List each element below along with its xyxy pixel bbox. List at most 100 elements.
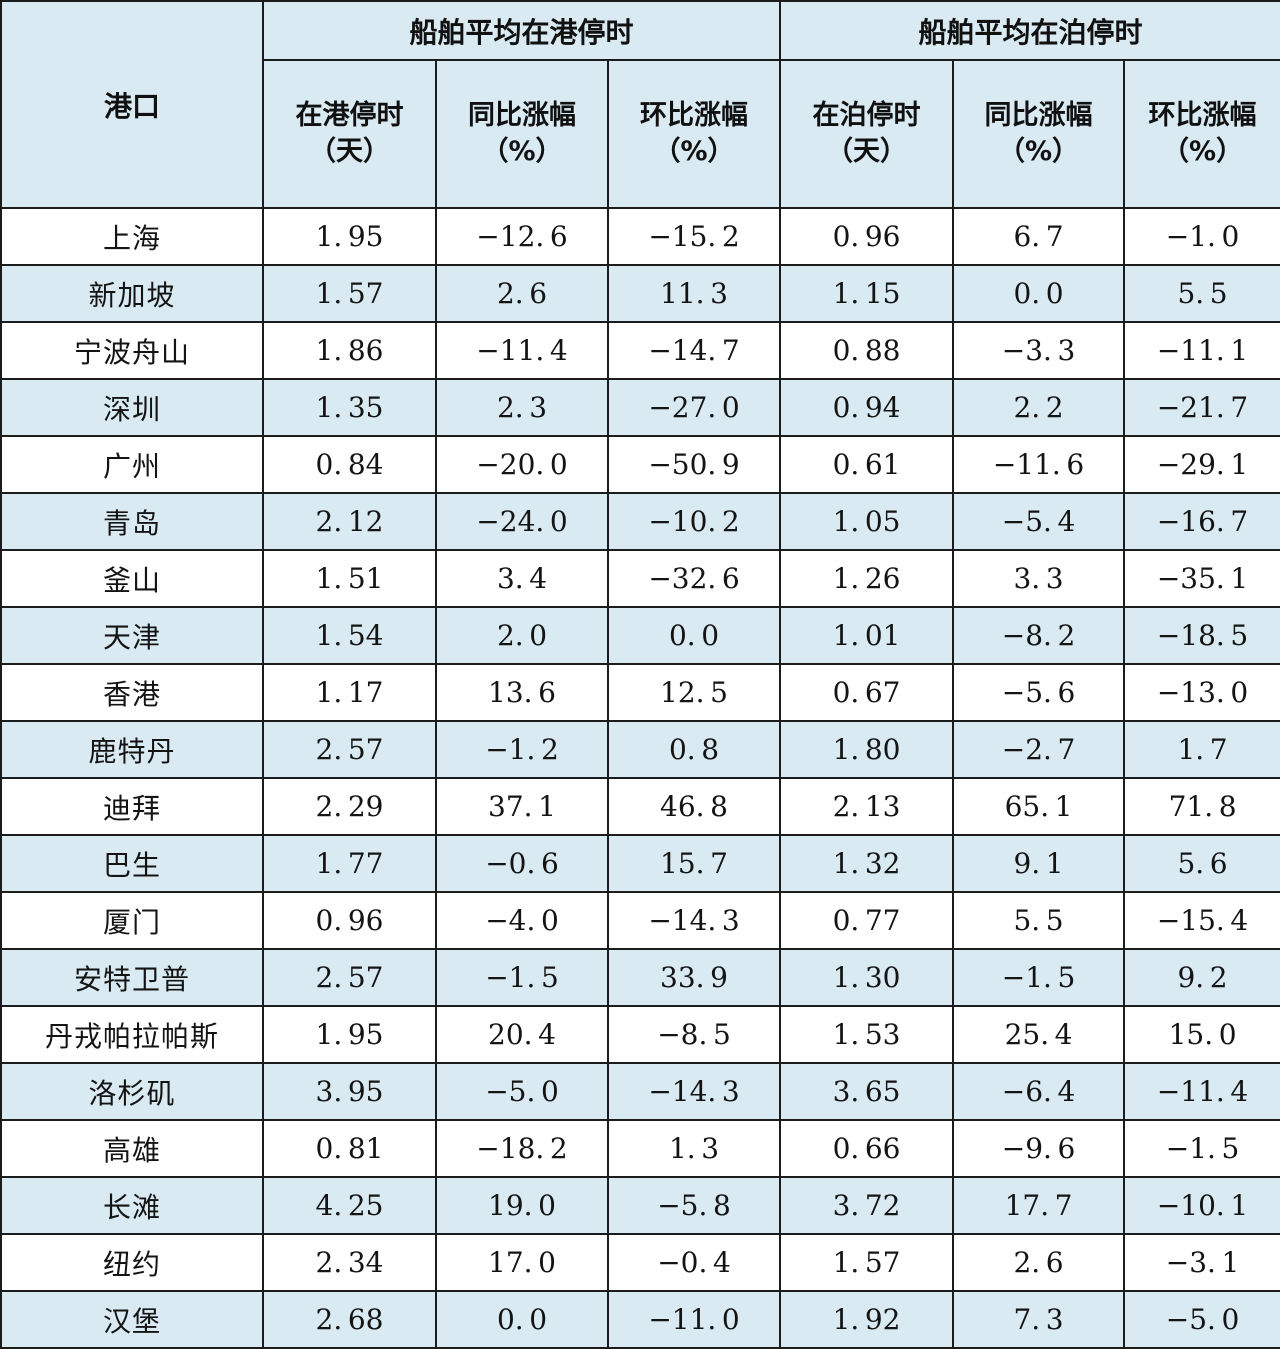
value-cell: −1. 5	[1123, 1119, 1280, 1178]
value-cell: 17. 0	[435, 1233, 609, 1292]
sub-header-line2: （%）	[1162, 136, 1244, 167]
value-cell: 1. 7	[1123, 720, 1280, 779]
port-name-cell: 厦门	[0, 891, 264, 950]
value-cell: 1. 53	[779, 1005, 955, 1064]
port-name-cell: 长滩	[0, 1176, 264, 1235]
value-cell: 2. 68	[262, 1290, 437, 1349]
port-name-cell: 深圳	[0, 378, 264, 437]
table-row: 安特卫普 2. 57 −1. 5 33. 9 1. 30 −1. 5 9. 2	[0, 948, 1280, 1007]
value-cell: −14. 7	[606, 321, 782, 380]
port-name-cell: 天津	[0, 606, 264, 665]
value-cell: 71. 8	[1123, 777, 1280, 836]
table-row: 釜山 1. 51 3. 4 −32. 6 1. 26 3. 3 −35. 1	[0, 549, 1280, 608]
port-name-cell: 高雄	[0, 1119, 264, 1178]
value-cell: 0. 8	[606, 720, 782, 779]
value-cell: 2. 2	[952, 378, 1126, 437]
value-cell: 46. 8	[606, 777, 782, 836]
value-cell: −6. 4	[952, 1062, 1126, 1121]
value-cell: 5. 6	[1123, 834, 1280, 893]
value-cell: −0. 6	[435, 834, 609, 893]
value-cell: 3. 72	[779, 1176, 955, 1235]
table-row: 迪拜 2. 29 37. 1 46. 8 2. 13 65. 1 71. 8	[0, 777, 1280, 836]
value-cell: −11. 4	[435, 321, 609, 380]
value-cell: 12. 5	[606, 663, 782, 722]
value-cell: −1. 5	[952, 948, 1126, 1007]
value-cell: 1. 51	[262, 549, 437, 608]
port-name-cell: 釜山	[0, 549, 264, 608]
port-name-cell: 上海	[0, 207, 264, 266]
table-row: 巴生 1. 77 −0. 6 15. 7 1. 32 9. 1 5. 6	[0, 834, 1280, 893]
value-cell: 2. 6	[952, 1233, 1126, 1292]
value-cell: 0. 0	[435, 1290, 609, 1349]
value-cell: −5. 0	[435, 1062, 609, 1121]
value-cell: 1. 80	[779, 720, 955, 779]
value-cell: −21. 7	[1123, 378, 1280, 437]
value-cell: 2. 57	[262, 948, 437, 1007]
value-cell: 11. 3	[606, 264, 782, 323]
value-cell: 1. 57	[779, 1233, 955, 1292]
value-cell: 1. 3	[606, 1119, 782, 1178]
value-cell: 2. 29	[262, 777, 437, 836]
sub-header-line1: 同比涨幅	[984, 99, 1093, 131]
sub-header-line2: （天）	[309, 136, 390, 167]
value-cell: −18. 5	[1123, 606, 1280, 665]
sub-header-line1: 同比涨幅	[468, 99, 576, 131]
sub-header-at-berth-yoy: 同比涨幅 （%）	[952, 59, 1126, 209]
value-cell: 65. 1	[952, 777, 1126, 836]
value-cell: −14. 3	[606, 1062, 782, 1121]
value-cell: −4. 0	[435, 891, 609, 950]
table-row: 青岛 2. 12 −24. 0 −10. 2 1. 05 −5. 4 −16. 7	[0, 492, 1280, 551]
value-cell: 0. 61	[779, 435, 955, 494]
value-cell: 3. 65	[779, 1062, 955, 1121]
value-cell: 5. 5	[952, 891, 1126, 950]
value-cell: −11. 0	[606, 1290, 782, 1349]
table-row: 天津 1. 54 2. 0 0. 0 1. 01 −8. 2 −18. 5	[0, 606, 1280, 665]
table-row: 新加坡 1. 57 2. 6 11. 3 1. 15 0. 0 5. 5	[0, 264, 1280, 323]
value-cell: −24. 0	[435, 492, 609, 551]
value-cell: 2. 57	[262, 720, 437, 779]
sub-header-line2: （天）	[826, 136, 908, 167]
port-name-cell: 广州	[0, 435, 264, 494]
value-cell: 0. 88	[779, 321, 955, 380]
value-cell: −2. 7	[952, 720, 1126, 779]
value-cell: −1. 2	[435, 720, 609, 779]
value-cell: −5. 4	[952, 492, 1126, 551]
value-cell: −5. 6	[952, 663, 1126, 722]
sub-header-line1: 在泊停时	[812, 99, 921, 131]
sub-header-line1: 环比涨幅	[640, 99, 749, 131]
value-cell: −15. 2	[606, 207, 782, 266]
value-cell: 1. 32	[779, 834, 955, 893]
value-cell: 37. 1	[435, 777, 609, 836]
table-body: 上海 1. 95 −12. 6 −15. 2 0. 96 6. 7 −1. 0 新加坡 1. 5…	[0, 207, 1280, 1349]
value-cell: 1. 01	[779, 606, 955, 665]
port-name-cell: 香港	[0, 663, 264, 722]
sub-header-in-port-days: 在港停时 （天）	[262, 59, 437, 209]
sub-header-line2: （%）	[998, 136, 1080, 167]
port-name-cell: 安特卫普	[0, 948, 264, 1007]
value-cell: 1. 05	[779, 492, 955, 551]
value-cell: 1. 17	[262, 663, 437, 722]
group-header-avg-time-in-port: 船舶平均在港停时	[261, 0, 782, 61]
value-cell: −1. 0	[1123, 207, 1280, 266]
value-cell: 0. 77	[779, 891, 955, 950]
value-cell: −9. 6	[952, 1119, 1126, 1178]
port-name-cell: 洛杉矶	[0, 1062, 264, 1121]
sub-header-in-port-mom: 环比涨幅 （%）	[606, 59, 782, 209]
value-cell: 1. 35	[262, 378, 437, 437]
port-name-cell: 迪拜	[0, 777, 264, 836]
value-cell: −18. 2	[435, 1119, 609, 1178]
value-cell: 1. 30	[779, 948, 955, 1007]
value-cell: −3. 1	[1123, 1233, 1280, 1292]
value-cell: 25. 4	[952, 1005, 1126, 1064]
sub-header-at-berth-mom: 环比涨幅 （%）	[1123, 59, 1280, 209]
value-cell: 6. 7	[952, 207, 1126, 266]
value-cell: −35. 1	[1123, 549, 1280, 608]
value-cell: 13. 6	[435, 663, 609, 722]
table-row: 广州 0. 84 −20. 0 −50. 9 0. 61 −11. 6 −29. 1	[0, 435, 1280, 494]
value-cell: 0. 67	[779, 663, 955, 722]
sub-header-line1: 环比涨幅	[1148, 99, 1257, 131]
value-cell: 0. 96	[779, 207, 955, 266]
value-cell: 2. 3	[435, 378, 609, 437]
port-name-cell: 纽约	[0, 1233, 264, 1292]
